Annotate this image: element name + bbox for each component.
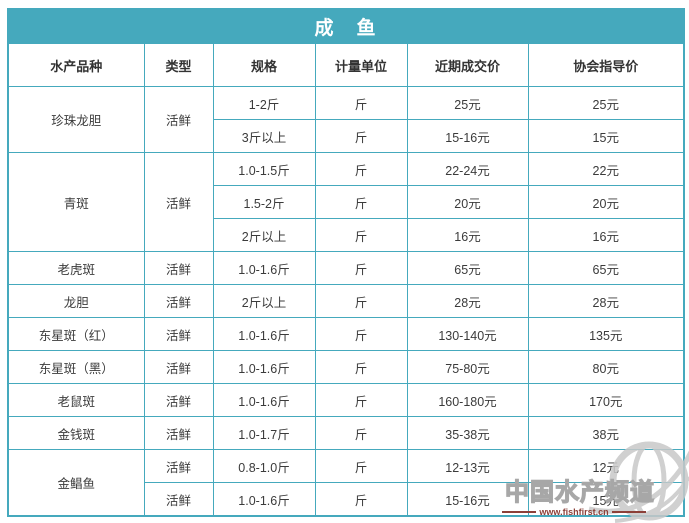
- col-header-type: 类型: [143, 43, 214, 87]
- recent-price-cell: 160-180元: [406, 383, 529, 417]
- species-cell: 老虎斑: [7, 251, 145, 285]
- unit-cell: 斤: [314, 449, 408, 483]
- unit-cell: 斤: [314, 218, 408, 252]
- type-cell: 活鲜: [143, 350, 214, 384]
- table-row: 珍珠龙胆 活鲜 1-2斤 斤 25元 25元: [7, 86, 685, 153]
- col-header-recent-price: 近期成交价: [406, 43, 529, 87]
- recent-price-cell: 35-38元: [406, 416, 529, 450]
- species-cell: 东星斑（黑）: [7, 350, 145, 384]
- spec-cell: 0.8-1.0斤: [212, 449, 316, 483]
- type-cell: 活鲜: [143, 416, 214, 450]
- spec-cell: 1.0-1.6斤: [212, 350, 316, 384]
- table-row: 青斑 活鲜 1.0-1.5斤 斤 22-24元 22元: [7, 152, 685, 252]
- guide-price-cell: 135元: [527, 317, 685, 351]
- table-row: 龙胆 活鲜 2斤以上 斤 28元 28元: [7, 284, 685, 318]
- table-row: 活鲜 1.0-1.6斤 斤 15-16元 15元: [8, 482, 685, 517]
- recent-price-cell: 75-80元: [406, 350, 529, 384]
- table-row: 2斤以上 斤 16元 16元: [8, 218, 685, 252]
- guide-price-cell: 28元: [527, 284, 685, 318]
- guide-price-cell: 12元: [527, 449, 685, 483]
- species-cell: 老鼠斑: [7, 383, 145, 417]
- unit-cell: 斤: [314, 383, 408, 417]
- spec-cell: 1.0-1.7斤: [212, 416, 316, 450]
- table-row: 3斤以上 斤 15-16元 15元: [8, 119, 685, 153]
- spec-cell: 1.5-2斤: [212, 185, 316, 219]
- spec-cell: 1.0-1.6斤: [212, 251, 316, 285]
- unit-cell: 斤: [314, 482, 408, 517]
- guide-price-cell: 15元: [527, 482, 685, 517]
- table-row: 老虎斑 活鲜 1.0-1.6斤 斤 65元 65元: [7, 251, 685, 285]
- type-cell: 活鲜: [143, 383, 214, 417]
- type-cell: 活鲜: [143, 251, 214, 285]
- unit-cell: 斤: [314, 416, 408, 450]
- unit-cell: 斤: [314, 185, 408, 219]
- type-cell: 活鲜: [143, 317, 214, 351]
- spec-cell: 1.0-1.6斤: [212, 383, 316, 417]
- guide-price-cell: 16元: [527, 218, 685, 252]
- spec-cell: 1-2斤: [212, 86, 316, 120]
- recent-price-cell: 15-16元: [406, 119, 529, 153]
- table-row: 东星斑（黑） 活鲜 1.0-1.6斤 斤 75-80元 80元: [7, 350, 685, 384]
- guide-price-cell: 25元: [527, 86, 685, 120]
- col-header-species: 水产品种: [7, 43, 145, 87]
- spec-cell: 1.0-1.6斤: [212, 317, 316, 351]
- guide-price-cell: 15元: [527, 119, 685, 153]
- recent-price-cell: 22-24元: [406, 152, 529, 186]
- species-cell: 金钱斑: [7, 416, 145, 450]
- unit-cell: 斤: [314, 86, 408, 120]
- species-cell: 青斑: [7, 152, 145, 252]
- col-header-spec: 规格: [212, 43, 316, 87]
- recent-price-cell: 16元: [406, 218, 529, 252]
- spec-cell: 1.0-1.5斤: [212, 152, 316, 186]
- table-row: 老鼠斑 活鲜 1.0-1.6斤 斤 160-180元 170元: [7, 383, 685, 417]
- guide-price-cell: 22元: [527, 152, 685, 186]
- recent-price-cell: 65元: [406, 251, 529, 285]
- unit-cell: 斤: [314, 251, 408, 285]
- spec-cell: 3斤以上: [212, 119, 316, 153]
- type-cell: 活鲜: [143, 86, 214, 153]
- guide-price-cell: 170元: [527, 383, 685, 417]
- recent-price-cell: 20元: [406, 185, 529, 219]
- table-row: 金钱斑 活鲜 1.0-1.7斤 斤 35-38元 38元: [7, 416, 685, 450]
- species-cell: 东星斑（红）: [7, 317, 145, 351]
- spec-cell: 2斤以上: [212, 284, 316, 318]
- unit-cell: 斤: [314, 152, 408, 186]
- page-title: 成 鱼: [7, 8, 685, 44]
- type-cell: 活鲜: [143, 152, 214, 252]
- recent-price-cell: 130-140元: [406, 317, 529, 351]
- type-cell: 活鲜: [143, 449, 214, 483]
- fish-price-table: 成 鱼 水产品种 类型 规格 计量单位 近期成交价 协会指导价 珍珠龙胆 活鲜 …: [7, 8, 686, 517]
- guide-price-cell: 20元: [527, 185, 685, 219]
- recent-price-cell: 28元: [406, 284, 529, 318]
- guide-price-cell: 38元: [527, 416, 685, 450]
- table-row: 金鲳鱼 活鲜 0.8-1.0斤 斤 12-13元 12元: [7, 449, 685, 517]
- col-header-guide-price: 协会指导价: [527, 43, 685, 87]
- spec-cell: 1.0-1.6斤: [212, 482, 316, 517]
- spec-cell: 2斤以上: [212, 218, 316, 252]
- unit-cell: 斤: [314, 350, 408, 384]
- unit-cell: 斤: [314, 317, 408, 351]
- table-header-row: 水产品种 类型 规格 计量单位 近期成交价 协会指导价: [7, 43, 685, 87]
- unit-cell: 斤: [314, 284, 408, 318]
- unit-cell: 斤: [314, 119, 408, 153]
- recent-price-cell: 15-16元: [406, 482, 529, 517]
- table-row: 东星斑（红） 活鲜 1.0-1.6斤 斤 130-140元 135元: [7, 317, 685, 351]
- recent-price-cell: 25元: [406, 86, 529, 120]
- species-cell: 珍珠龙胆: [7, 86, 145, 153]
- type-cell: 活鲜: [143, 482, 214, 517]
- type-cell: 活鲜: [143, 284, 214, 318]
- recent-price-cell: 12-13元: [406, 449, 529, 483]
- table-title-row: 成 鱼: [7, 8, 685, 44]
- col-header-unit: 计量单位: [314, 43, 408, 87]
- species-cell: 金鲳鱼: [7, 449, 145, 517]
- species-cell: 龙胆: [7, 284, 145, 318]
- table-row: 1.5-2斤 斤 20元 20元: [8, 185, 685, 219]
- guide-price-cell: 65元: [527, 251, 685, 285]
- guide-price-cell: 80元: [527, 350, 685, 384]
